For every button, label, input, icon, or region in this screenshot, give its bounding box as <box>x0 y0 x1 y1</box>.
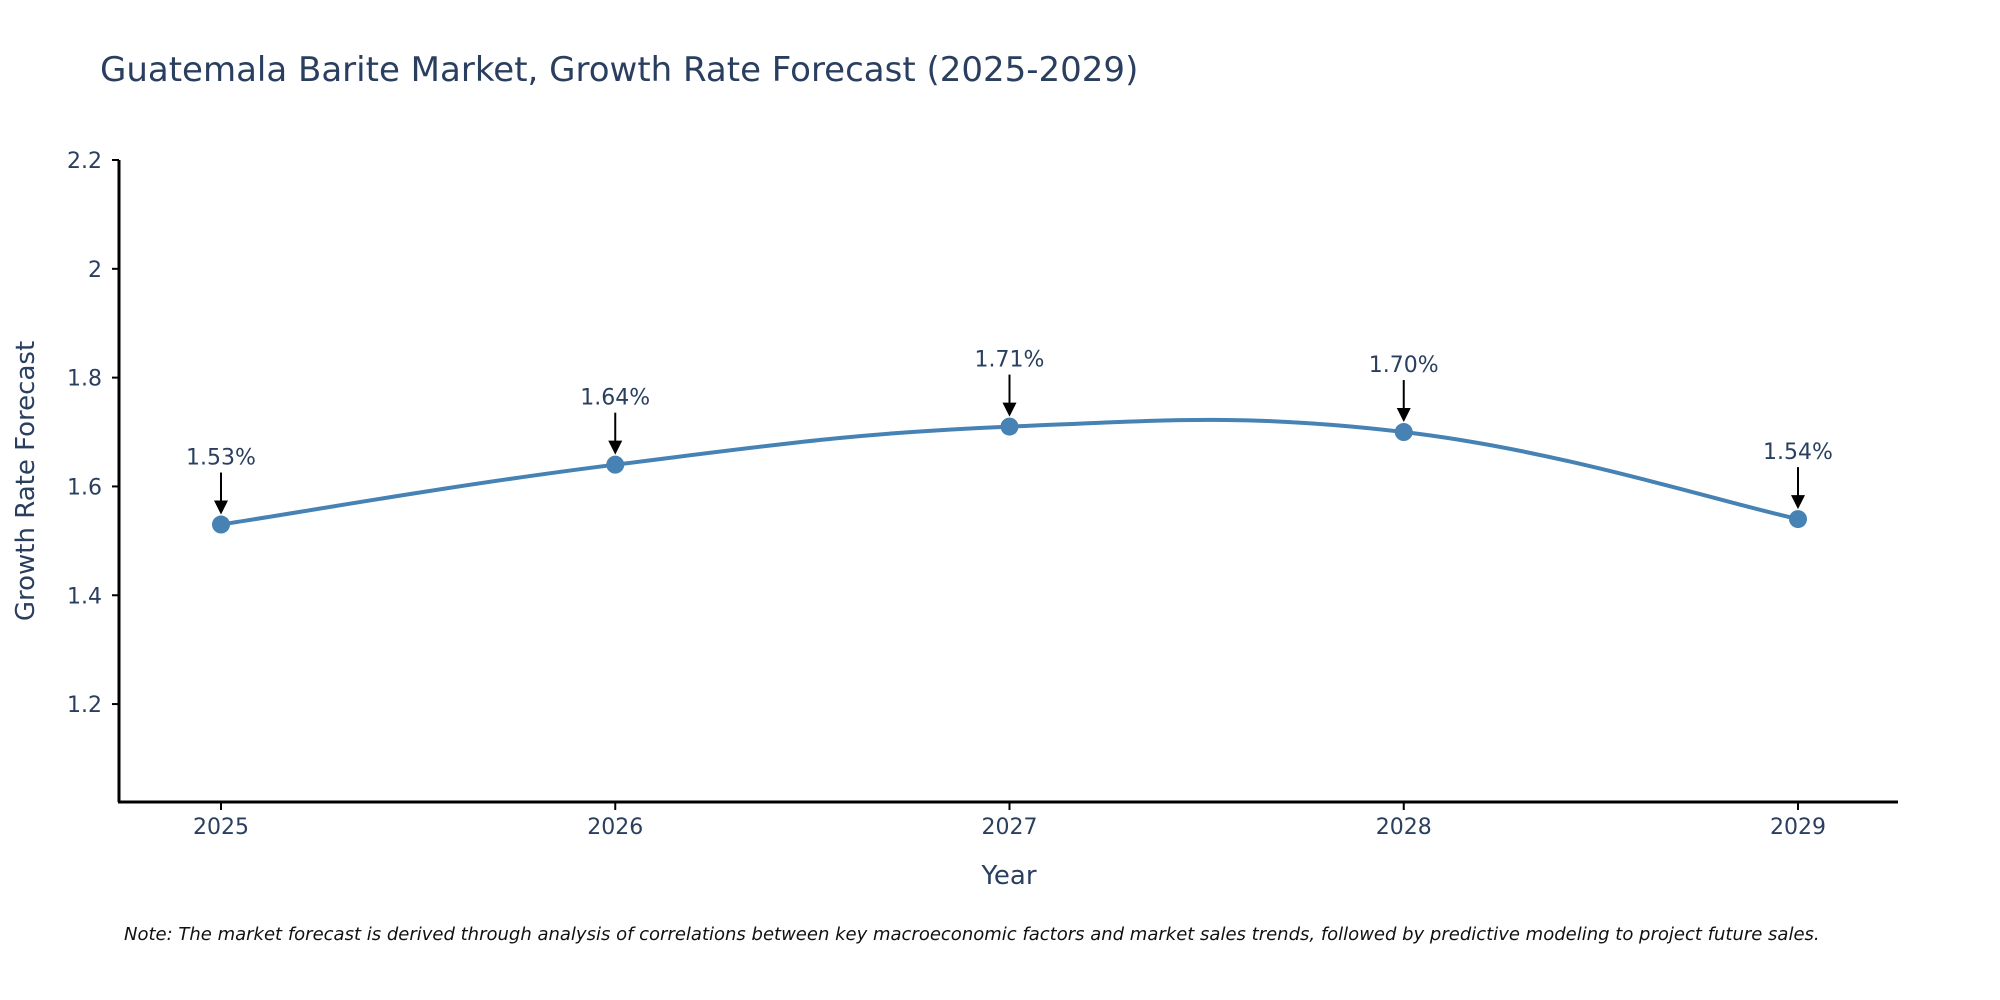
footnote: Note: The market forecast is derived thr… <box>124 924 1820 945</box>
annotation-arrowhead <box>1002 402 1017 417</box>
series-line <box>220 417 1799 527</box>
x-axis-title: Year <box>980 861 1036 891</box>
annotation-arrowhead <box>1791 495 1805 510</box>
y-tick-label: 1.4 <box>67 584 102 609</box>
chart-title: Guatemala Barite Market, Growth Rate For… <box>100 50 1138 90</box>
x-tick-label: 2026 <box>587 815 643 840</box>
y-tick-label: 1.6 <box>67 475 102 500</box>
data-label: 1.53% <box>186 446 256 471</box>
y-tick-label: 2.2 <box>67 149 102 174</box>
y-tick-label: 2 <box>88 258 102 283</box>
annotation-arrowhead <box>1396 408 1411 423</box>
x-axis-ticks: 2025 2026 2027 2028 2029 <box>193 802 1826 840</box>
x-tick-label: 2025 <box>193 815 249 840</box>
annotation-arrowhead <box>608 440 623 455</box>
annotation-arrowhead <box>214 500 228 515</box>
series-markers <box>212 417 1807 534</box>
data-point <box>606 455 625 474</box>
x-tick-label: 2029 <box>1770 815 1826 840</box>
y-axis-ticks: 1.2 1.4 1.6 1.8 2 2.2 <box>67 149 119 718</box>
data-point <box>1394 423 1413 442</box>
x-tick-label: 2028 <box>1376 815 1432 840</box>
data-point <box>212 515 230 534</box>
y-tick-label: 1.2 <box>67 693 102 718</box>
data-label: 1.70% <box>1369 353 1439 378</box>
y-axis-title: Growth Rate Forecast <box>11 341 41 621</box>
data-point <box>1789 510 1807 529</box>
y-tick-label: 1.8 <box>67 367 102 392</box>
data-point <box>1000 417 1019 436</box>
data-label: 1.54% <box>1763 440 1833 465</box>
data-label: 1.64% <box>580 386 650 411</box>
x-tick-label: 2027 <box>982 815 1038 840</box>
data-annotations: 1.53% 1.64% 1.71% 1.70% 1.54% <box>186 348 1833 515</box>
data-label: 1.71% <box>975 348 1045 373</box>
